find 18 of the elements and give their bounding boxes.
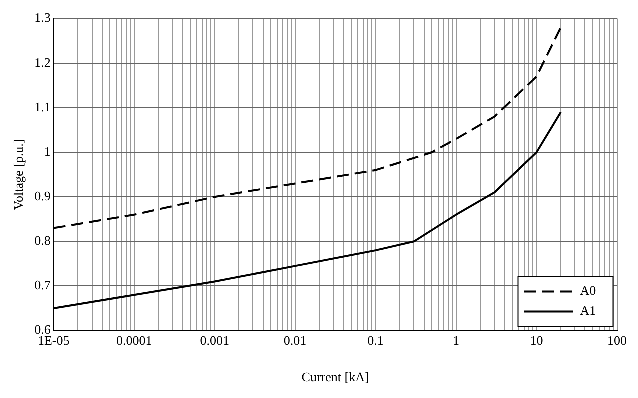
- x-tick-label: 1: [453, 333, 460, 348]
- legend-label: A1: [580, 303, 596, 318]
- y-tick-label: 1.3: [34, 10, 51, 26]
- x-tick-label: 0.0001: [116, 333, 152, 348]
- y-tick-label: 0.9: [34, 188, 51, 204]
- x-tick-label: 0.1: [368, 333, 384, 348]
- y-axis-title: Voltage [p.u.]: [11, 139, 26, 210]
- y-tick-label: 1: [44, 144, 51, 159]
- y-tick-label: 0.7: [34, 278, 52, 293]
- y-tick-label: 1.2: [34, 54, 51, 70]
- y-tick-label: 1.1: [34, 99, 51, 114]
- legend-label: A0: [580, 283, 596, 298]
- x-tick-label: 100: [608, 333, 627, 348]
- x-tick-label: 10: [530, 333, 544, 348]
- x-axis-title: Current [kA]: [302, 370, 370, 385]
- y-tick-label: 0.8: [34, 233, 51, 248]
- x-tick-label: 0.01: [284, 333, 307, 348]
- x-tick-label: 0.001: [200, 333, 230, 348]
